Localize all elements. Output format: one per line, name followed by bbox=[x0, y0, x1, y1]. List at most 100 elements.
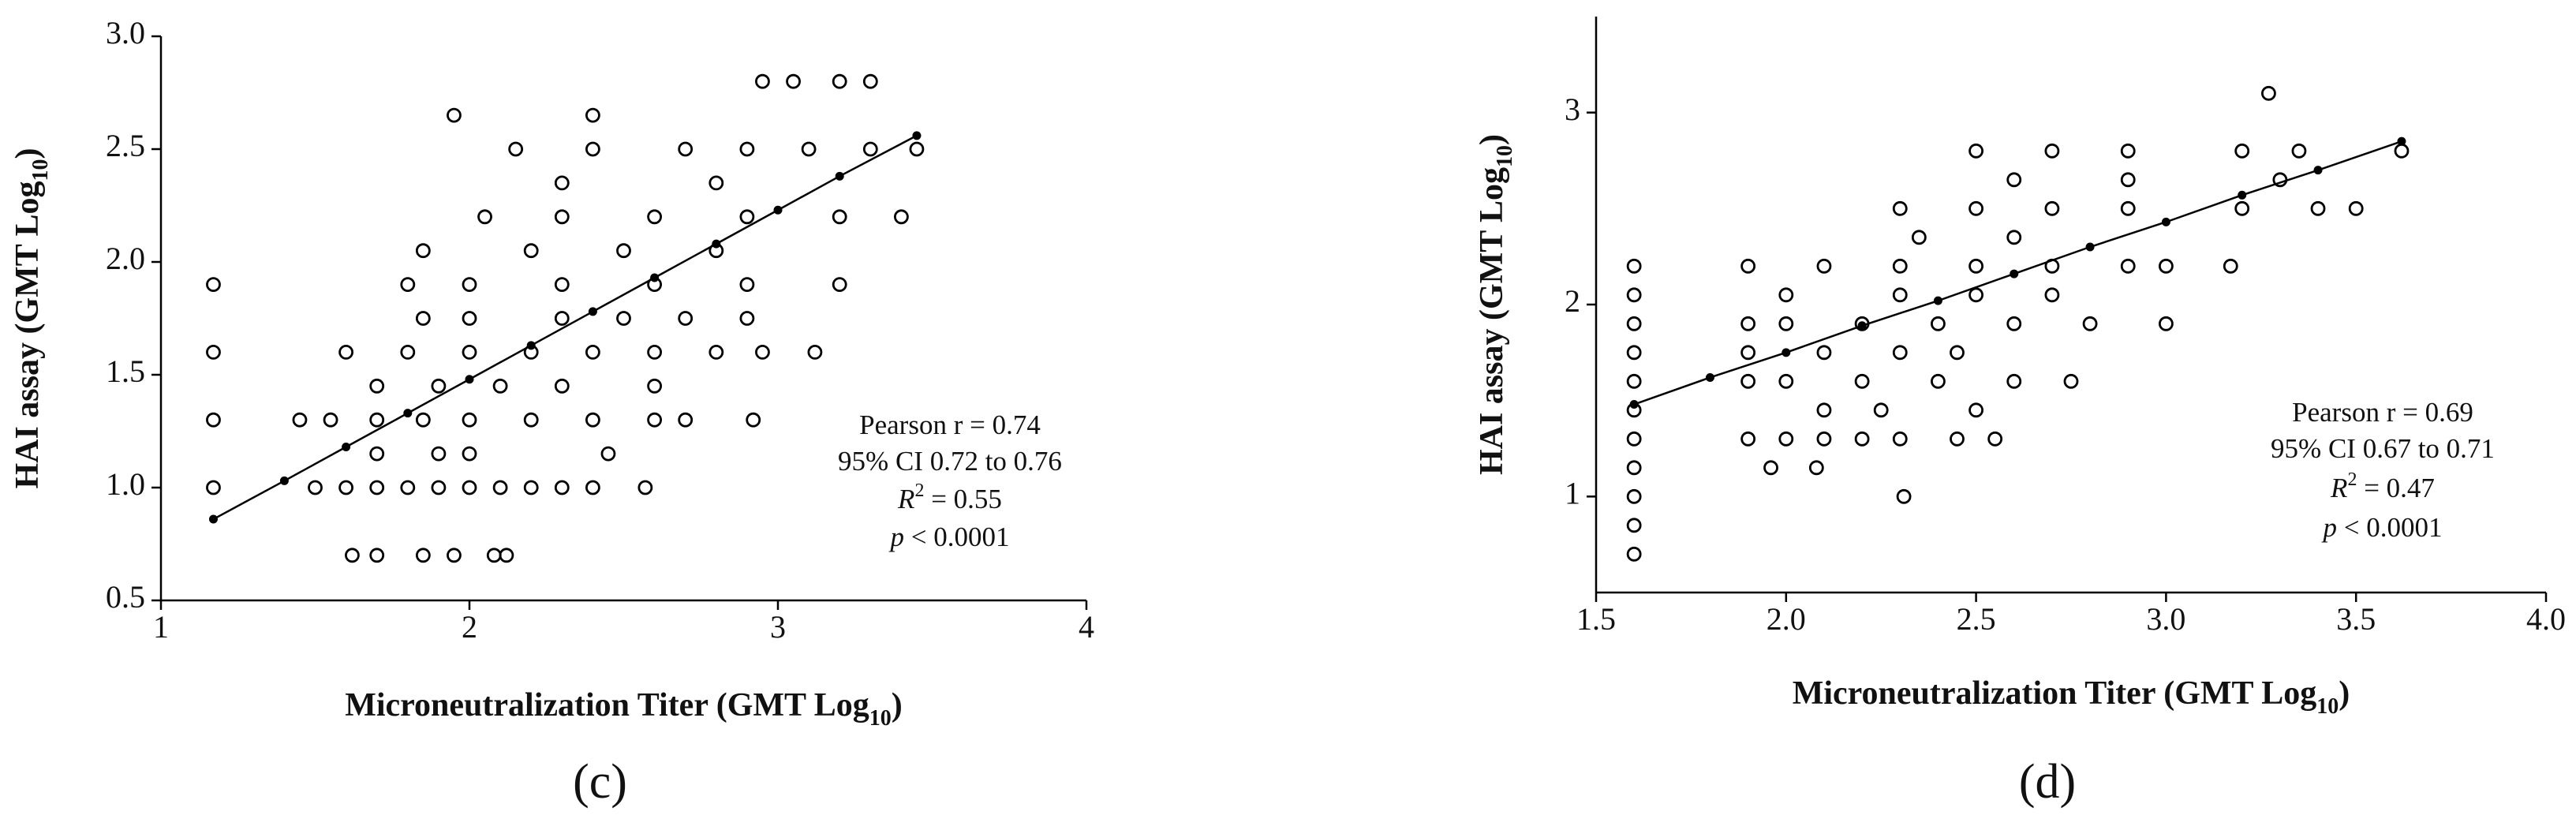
data-point bbox=[1968, 402, 1984, 418]
data-point bbox=[1740, 258, 1756, 274]
fit-point bbox=[2161, 217, 2170, 226]
data-point bbox=[832, 209, 847, 225]
y-axis-label-part: HAI assay (GMT Log bbox=[1474, 167, 1510, 475]
fit-point bbox=[279, 476, 289, 485]
data-point bbox=[431, 480, 447, 495]
fit-point bbox=[403, 409, 413, 418]
fit-point bbox=[712, 239, 721, 249]
data-point bbox=[2158, 258, 2174, 274]
data-point bbox=[1740, 345, 1756, 361]
stat-annotation-part: 95% CI 0.72 to 0.76 bbox=[838, 446, 1062, 477]
data-point bbox=[1892, 287, 1908, 303]
x-tick-label: 2.0 bbox=[1767, 601, 1806, 637]
data-point bbox=[415, 243, 431, 259]
data-point bbox=[345, 548, 360, 563]
data-point bbox=[369, 480, 385, 495]
data-point bbox=[1854, 373, 1870, 389]
data-point bbox=[2006, 230, 2022, 245]
data-point bbox=[554, 311, 570, 326]
data-point bbox=[415, 311, 431, 326]
data-point bbox=[807, 344, 823, 360]
data-point bbox=[1892, 200, 1908, 216]
data-point bbox=[1968, 143, 1984, 159]
data-point bbox=[739, 277, 755, 293]
x-tick-label: 1.5 bbox=[1576, 601, 1616, 637]
y-tick-label: 1.0 bbox=[106, 466, 145, 502]
data-point bbox=[2158, 316, 2174, 331]
fit-point bbox=[465, 375, 474, 384]
stat-annotation: R2 = 0.47 bbox=[2330, 469, 2435, 504]
x-axis-label-part: Microneutralization Titer (GMT Log bbox=[1793, 675, 2317, 712]
fit-point bbox=[2085, 242, 2095, 252]
data-point bbox=[1968, 258, 1984, 274]
data-point bbox=[637, 480, 653, 495]
data-point bbox=[1626, 373, 1642, 389]
data-point bbox=[1816, 402, 1832, 418]
data-point bbox=[1987, 431, 2003, 447]
x-axis-label: Microneutralization Titer (GMT Log10) bbox=[1793, 675, 2350, 719]
stat-annotation-part: = 0.47 bbox=[2357, 473, 2435, 503]
data-point bbox=[1950, 345, 1965, 361]
x-tick-label: 2.5 bbox=[1957, 601, 1996, 637]
data-point bbox=[554, 277, 570, 293]
data-point bbox=[1892, 431, 1908, 447]
stat-annotation-part: Pearson r = 0.69 bbox=[2292, 397, 2473, 428]
fit-point bbox=[526, 341, 536, 350]
data-point bbox=[292, 412, 308, 428]
stat-annotation: p < 0.0001 bbox=[2321, 512, 2443, 543]
data-point bbox=[2234, 200, 2250, 216]
data-point bbox=[400, 480, 416, 495]
data-point bbox=[2063, 373, 2079, 389]
data-point bbox=[801, 141, 817, 157]
x-tick-label: 4.0 bbox=[2526, 601, 2566, 637]
data-point bbox=[447, 548, 462, 563]
y-tick-label: 3 bbox=[1565, 92, 1580, 127]
x-axis-label: Microneutralization Titer (GMT Log10) bbox=[345, 687, 903, 731]
data-point bbox=[708, 175, 724, 191]
stat-annotation-part: 2 bbox=[2347, 469, 2357, 490]
stat-annotation-part: 2 bbox=[914, 480, 924, 501]
data-point bbox=[415, 412, 431, 428]
data-point bbox=[647, 344, 662, 360]
data-point bbox=[739, 209, 755, 225]
data-point bbox=[554, 209, 570, 225]
data-point bbox=[554, 378, 570, 394]
data-point bbox=[1950, 431, 1965, 447]
data-point bbox=[678, 412, 694, 428]
data-point bbox=[462, 446, 477, 462]
stat-annotation-part: = 0.55 bbox=[924, 484, 1002, 514]
data-point bbox=[486, 548, 502, 563]
data-point bbox=[739, 311, 755, 326]
y-tick-label: 2 bbox=[1565, 283, 1580, 319]
data-point bbox=[2006, 373, 2022, 389]
data-point bbox=[1896, 488, 1912, 504]
data-point bbox=[647, 209, 662, 225]
data-point bbox=[585, 107, 600, 123]
y-axis-label-part: 10 bbox=[1493, 145, 1517, 167]
x-axis-label-part: Microneutralization Titer (GMT Log bbox=[345, 687, 869, 723]
stat-annotation-part: Pearson r = 0.74 bbox=[859, 409, 1041, 440]
stat-annotation-part: p bbox=[2321, 512, 2338, 543]
stat-annotation: Pearson r = 0.69 bbox=[2292, 397, 2473, 428]
fit-point bbox=[208, 514, 218, 524]
y-axis-label-part: ) bbox=[1474, 134, 1510, 145]
data-point bbox=[786, 73, 801, 89]
data-point bbox=[1892, 258, 1908, 274]
data-point bbox=[616, 311, 631, 326]
data-point bbox=[2082, 316, 2098, 331]
data-point bbox=[2044, 200, 2060, 216]
data-point bbox=[2234, 143, 2250, 159]
data-point bbox=[585, 412, 600, 428]
data-point bbox=[508, 141, 524, 157]
fit-point bbox=[1857, 321, 1867, 331]
data-point bbox=[1740, 316, 1756, 331]
data-point bbox=[2223, 258, 2238, 274]
data-point bbox=[323, 412, 338, 428]
data-point bbox=[755, 73, 770, 89]
data-point bbox=[616, 243, 631, 259]
data-point bbox=[647, 378, 662, 394]
x-axis-label-part: ) bbox=[2339, 675, 2350, 712]
data-point bbox=[739, 141, 755, 157]
data-point bbox=[2006, 316, 2022, 331]
